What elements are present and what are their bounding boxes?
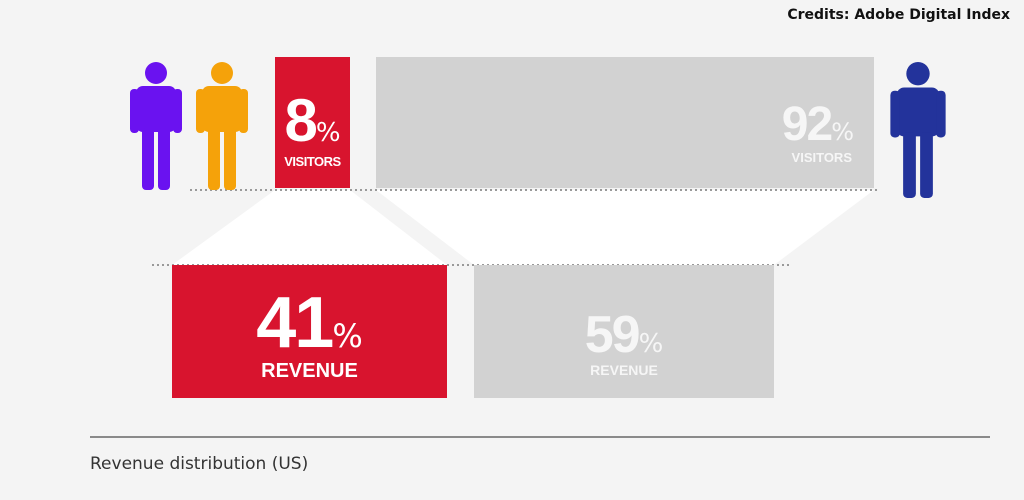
person-purple-icon bbox=[130, 62, 182, 190]
divider bbox=[90, 436, 990, 438]
bar-revenue-segment-1: 41% REVENUE bbox=[172, 265, 447, 398]
person-navy-icon bbox=[890, 62, 946, 198]
series-label: REVENUE bbox=[590, 361, 658, 378]
series-label: REVENUE bbox=[261, 359, 358, 382]
bar-visitors-segment-1: 8% VISITORS bbox=[275, 57, 350, 188]
unit-label: % bbox=[315, 118, 341, 148]
value-label: 59 bbox=[584, 305, 641, 364]
connector-muted bbox=[376, 190, 874, 265]
credits-text: Credits: Adobe Digital Index bbox=[787, 7, 1010, 23]
connector-highlight bbox=[172, 190, 447, 265]
unit-label: % bbox=[638, 328, 664, 359]
person-orange-icon bbox=[196, 62, 248, 190]
series-label: VISITORS bbox=[791, 150, 852, 165]
bar-revenue-segment-2: 59% REVENUE bbox=[474, 265, 774, 398]
value-label: 41 bbox=[256, 282, 334, 363]
bar-visitors-segment-2: 92% VISITORS bbox=[376, 57, 874, 188]
series-label: VISITORS bbox=[284, 154, 341, 169]
chart-caption: Revenue distribution (US) bbox=[90, 454, 309, 474]
value-label: 8 bbox=[284, 87, 317, 154]
unit-label: % bbox=[831, 118, 854, 146]
value-label: 92 bbox=[781, 98, 833, 151]
unit-label: % bbox=[332, 316, 363, 355]
